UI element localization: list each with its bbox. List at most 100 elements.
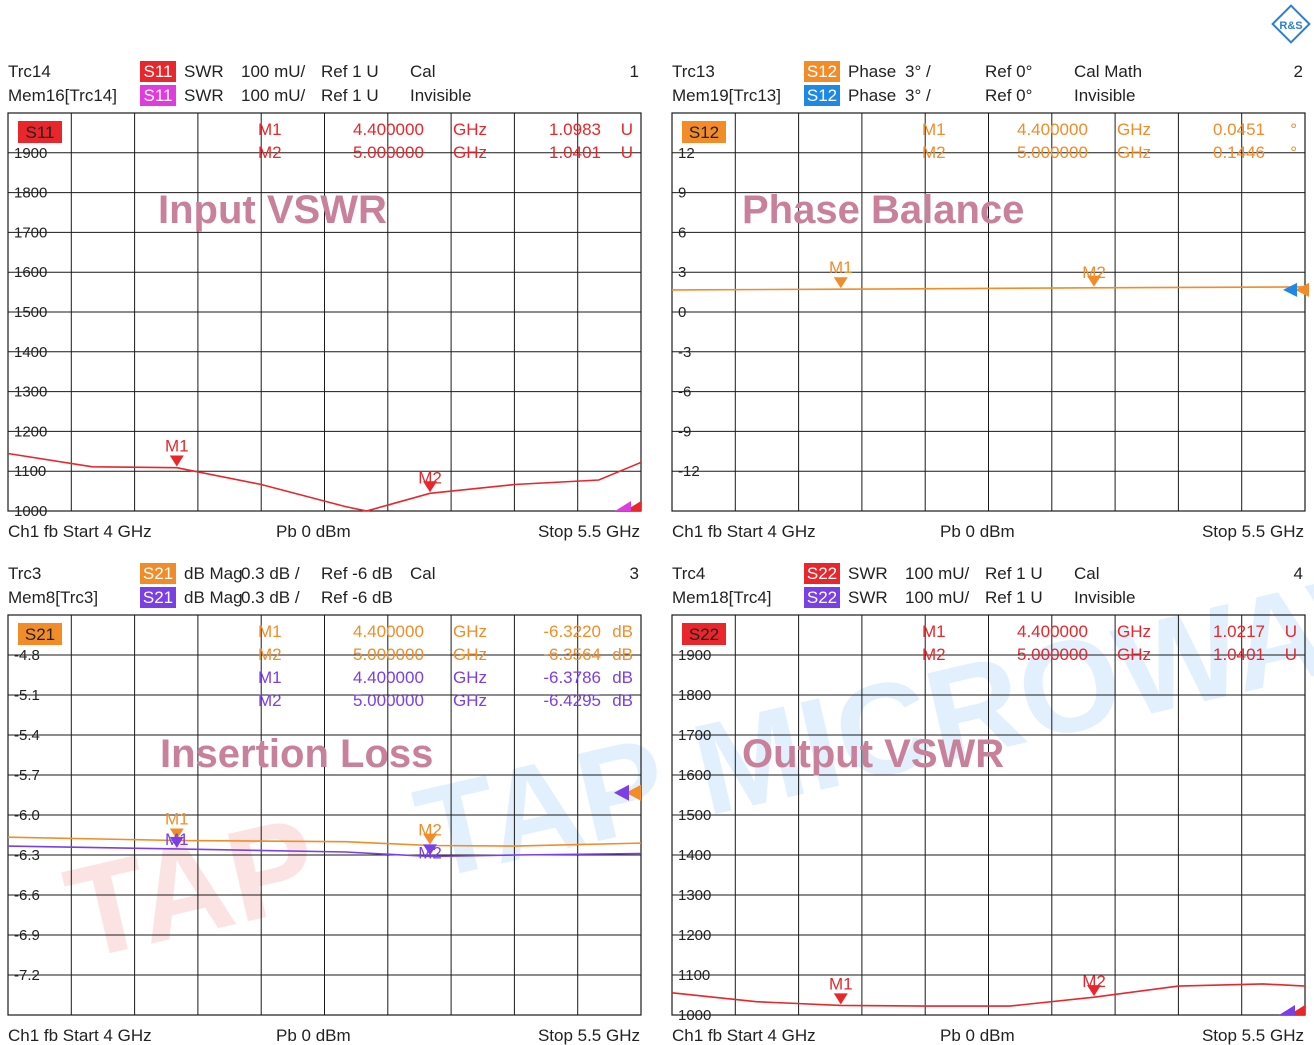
y-tick-label: 1800	[678, 687, 711, 704]
marker-table-vunit: U	[621, 120, 633, 139]
trace-badge-label: S11	[144, 86, 173, 105]
marker-table-freq: 5.000000	[1017, 645, 1088, 664]
marker-table-value: 1.0401	[1213, 645, 1265, 664]
panel-1: Trc14 S11 SWR 100 mU/Ref 1 U Cal Mem16[Trc14]…	[7, 61, 642, 541]
y-tick-label: 1200	[14, 423, 47, 440]
y-tick-label: -6.6	[14, 887, 40, 904]
marker-table-name: M1	[922, 120, 946, 139]
marker-table-vunit: dB	[612, 622, 633, 641]
marker-label: M2	[418, 468, 442, 487]
marker-table-freq: 5.000000	[353, 691, 424, 710]
trace-scale: 100 mU/	[905, 588, 970, 607]
marker-triangle[interactable]	[169, 828, 184, 840]
trace-name: Trc3	[8, 564, 41, 583]
trace-format: dB Mag	[184, 588, 243, 607]
trace-badge-label: S12	[807, 86, 837, 105]
trace-tag[interactable]	[18, 121, 62, 143]
marker-label: M2	[418, 843, 442, 862]
footer-power: Pb 0 dBm	[940, 1026, 1015, 1045]
marker-table-unit: GHz	[453, 622, 487, 641]
panel-number: 2	[1294, 62, 1303, 81]
trace-badge[interactable]	[140, 61, 176, 82]
trace-tag[interactable]	[18, 623, 62, 645]
trace-status: Invisible	[1074, 588, 1135, 607]
trace-format: Phase	[848, 86, 896, 105]
marker-table-freq: 5.000000	[353, 645, 424, 664]
y-tick-label: -6.9	[14, 927, 40, 944]
trace-format: Phase	[848, 62, 896, 81]
marker-triangle[interactable]	[833, 993, 848, 1005]
y-tick-label: 9	[678, 185, 686, 202]
y-tick-label: -7.2	[14, 967, 40, 984]
marker-label: M1	[165, 809, 189, 828]
trace-line-1	[7, 836, 642, 847]
trace-badge[interactable]	[140, 85, 176, 106]
footer-power: Pb 0 dBm	[940, 522, 1015, 541]
marker-triangle[interactable]	[1087, 275, 1101, 287]
trace-badge[interactable]	[804, 85, 840, 106]
y-tick-label: 1700	[678, 727, 711, 744]
trace-status: Invisible	[410, 86, 471, 105]
y-tick-label: -4.8	[14, 647, 40, 664]
panel-number: 4	[1294, 564, 1303, 583]
marker-table-value: 0.0451	[1213, 120, 1265, 139]
marker-triangle[interactable]	[833, 277, 848, 289]
ref-arrow-icon	[1283, 282, 1297, 297]
marker-triangle[interactable]	[169, 836, 184, 848]
marker-table-value: -6.4295	[543, 691, 601, 710]
trace-name: Trc13	[672, 62, 715, 81]
y-tick-label: 1000	[14, 503, 47, 520]
marker-triangle[interactable]	[423, 481, 437, 493]
trace-tag-label: S22	[689, 625, 719, 644]
rs-logo-icon: R&S	[1271, 4, 1311, 44]
trace-status: Cal	[410, 564, 436, 583]
y-tick-label: 1600	[14, 264, 47, 281]
trace-badge[interactable]	[804, 563, 840, 584]
ref-arrow-icon	[626, 784, 641, 801]
marker-triangle[interactable]	[423, 833, 437, 845]
marker-table-freq: 4.400000	[1017, 120, 1088, 139]
trace-badge[interactable]	[804, 61, 840, 82]
marker-table-vunit: dB	[612, 645, 633, 664]
marker-table-vunit: U	[621, 143, 633, 162]
trace-tag[interactable]	[682, 623, 726, 645]
trace-status: Invisible	[1074, 86, 1135, 105]
y-tick-label: -9	[678, 423, 691, 440]
footer-start: Ch1 fb Start 4 GHz	[8, 1026, 152, 1045]
y-tick-label: -5.4	[14, 727, 40, 744]
trace-badge[interactable]	[804, 587, 840, 608]
trace-ref: Ref 1 U	[321, 62, 379, 81]
diagram-area: Trc14 S11 SWR 100 mU/Ref 1 U Cal Mem16[Trc14]…	[7, 61, 1309, 1045]
trace-scale: 100 mU/	[241, 62, 306, 81]
marker-table-name: M2	[922, 143, 946, 162]
ref-arrow-icon	[614, 784, 629, 801]
marker-triangle[interactable]	[169, 455, 184, 467]
marker-table-unit: GHz	[453, 668, 487, 687]
trace-badge[interactable]	[140, 563, 176, 584]
marker-label: M1	[165, 437, 189, 456]
trace-badge[interactable]	[140, 587, 176, 608]
ref-arrow-icon	[1279, 1005, 1295, 1015]
marker-table-freq: 4.400000	[353, 622, 424, 641]
trace-tag[interactable]	[682, 121, 726, 143]
footer-stop: Stop 5.5 GHz	[538, 522, 640, 541]
y-tick-label: -5.7	[14, 767, 40, 784]
marker-triangle[interactable]	[423, 844, 437, 856]
marker-table-unit: GHz	[1117, 120, 1151, 139]
marker-table-name: M2	[258, 691, 282, 710]
trace-format: dB Mag	[184, 564, 243, 583]
marker-table-vunit: °	[1290, 143, 1297, 162]
marker-table-name: M1	[258, 622, 282, 641]
trace-badge-label: S12	[807, 62, 837, 81]
marker-table-vunit: dB	[612, 691, 633, 710]
marker-table-freq: 5.000000	[1017, 143, 1088, 162]
y-tick-label: 1200	[678, 927, 711, 944]
marker-table-freq: 5.000000	[353, 143, 424, 162]
trace-status: Cal	[1074, 564, 1100, 583]
y-tick-label: 1000	[678, 1007, 711, 1024]
footer-start: Ch1 fb Start 4 GHz	[672, 1026, 816, 1045]
y-tick-label: 1300	[678, 887, 711, 904]
marker-table-value: 1.0217	[1213, 622, 1265, 641]
marker-triangle[interactable]	[1087, 985, 1101, 997]
